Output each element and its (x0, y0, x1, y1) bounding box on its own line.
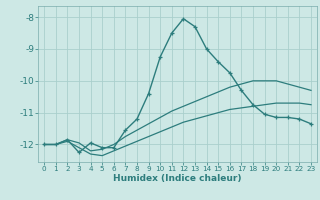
X-axis label: Humidex (Indice chaleur): Humidex (Indice chaleur) (113, 174, 242, 183)
